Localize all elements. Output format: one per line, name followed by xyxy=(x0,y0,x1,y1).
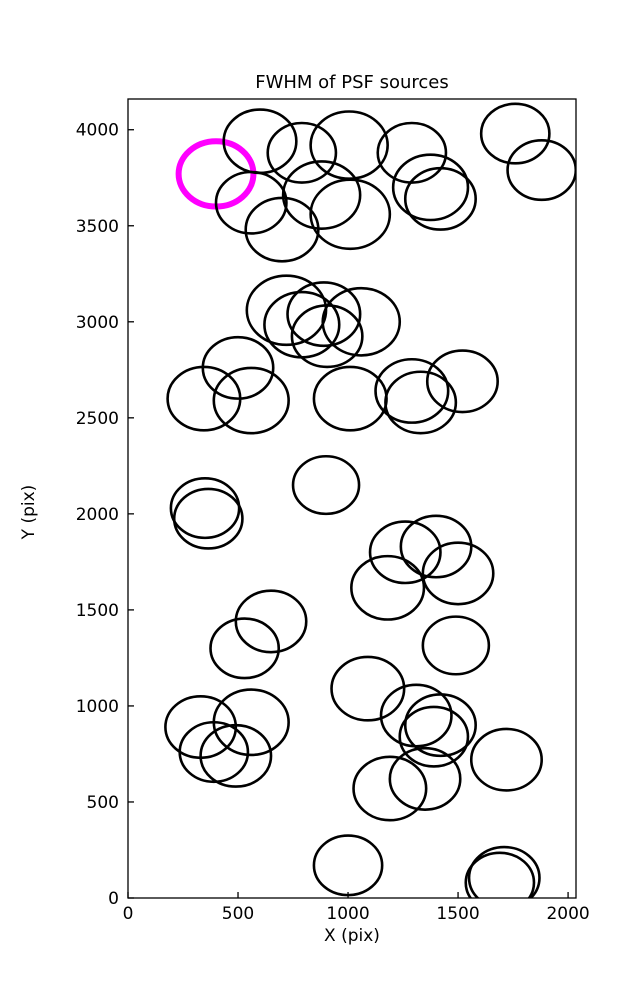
y-axis-label: Y (pix) xyxy=(19,485,39,541)
y-axis-ticks: 0 500 1000 1500 2000 2500 3000 3500 4000 xyxy=(76,121,134,909)
x-axis-ticks: 0 500 1000 1500 2000 xyxy=(123,892,590,924)
source-circle xyxy=(403,693,477,758)
source-circle xyxy=(421,541,495,606)
source-circle xyxy=(464,851,536,898)
source-circle xyxy=(330,655,406,722)
y-tick-label: 2500 xyxy=(76,409,119,429)
x-tick-label: 500 xyxy=(222,904,254,924)
source-circle xyxy=(352,755,428,822)
source-circle xyxy=(234,589,308,654)
source-circle xyxy=(209,617,281,680)
x-tick-label: 1000 xyxy=(326,904,369,924)
source-circle xyxy=(398,705,470,768)
y-tick-label: 3500 xyxy=(76,217,119,237)
source-circle xyxy=(214,170,288,235)
source-circle xyxy=(309,178,392,251)
source-circle xyxy=(321,286,402,357)
source-circle xyxy=(199,723,273,788)
y-tick-label: 500 xyxy=(87,793,119,813)
x-tick-label: 2000 xyxy=(546,904,589,924)
y-tick-label: 3000 xyxy=(76,313,119,333)
source-circle xyxy=(281,160,362,230)
source-circle xyxy=(374,357,450,424)
source-circle xyxy=(479,102,551,165)
source-circle xyxy=(350,554,426,621)
y-tick-label: 2000 xyxy=(76,505,119,525)
source-circle xyxy=(368,520,442,585)
y-tick-label: 4000 xyxy=(76,121,119,141)
plot-title: FWHM of PSF sources xyxy=(255,72,449,93)
source-circle xyxy=(212,688,290,757)
source-circle xyxy=(469,727,543,792)
source-circle xyxy=(172,487,244,550)
source-circle xyxy=(403,166,477,231)
source-circle xyxy=(388,746,462,811)
source-circle xyxy=(425,349,499,414)
source-circle xyxy=(421,615,491,676)
source-circle xyxy=(212,366,290,435)
axes-frame xyxy=(127,98,577,899)
x-axis-label: X (pix) xyxy=(324,926,380,946)
source-circle xyxy=(399,514,473,579)
source-circle xyxy=(266,121,338,184)
y-tick-label: 1000 xyxy=(76,697,119,717)
source-circle xyxy=(286,281,362,348)
y-tick-label: 1500 xyxy=(76,601,119,621)
y-tick-label: 0 xyxy=(108,889,119,909)
data-circles-layer xyxy=(164,102,576,898)
source-circle xyxy=(467,845,541,898)
source-circle xyxy=(291,454,361,516)
source-circle xyxy=(166,365,242,432)
x-tick-label: 1500 xyxy=(436,904,479,924)
source-circle xyxy=(391,153,470,222)
source-circle xyxy=(384,370,458,435)
x-tick-label: 0 xyxy=(123,904,134,924)
